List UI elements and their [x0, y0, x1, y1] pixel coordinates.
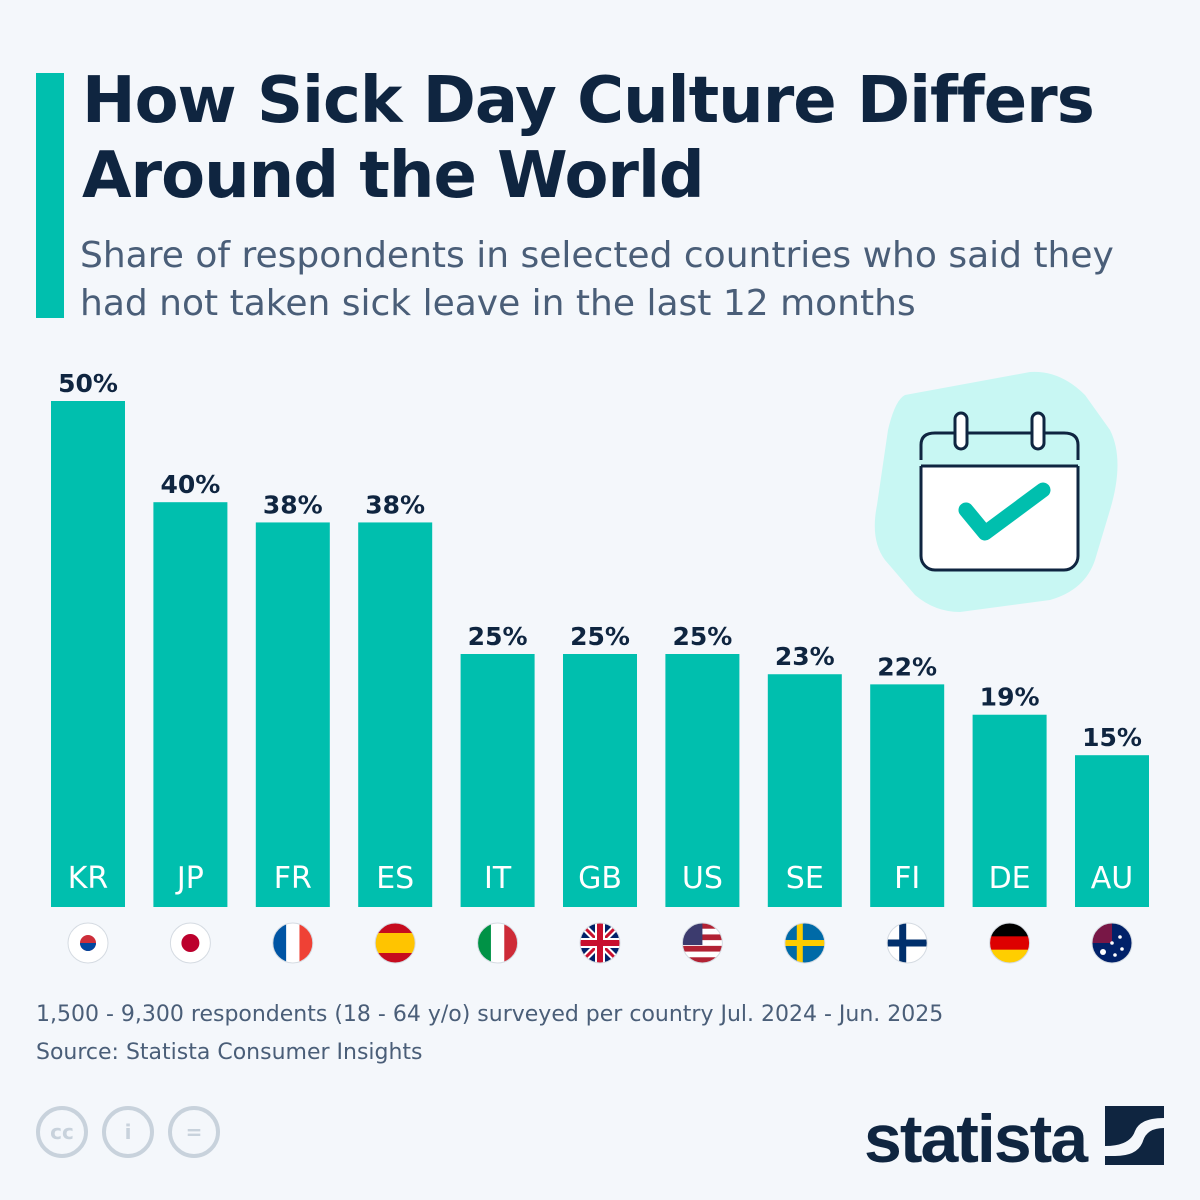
- flag-de-icon: [989, 922, 1031, 964]
- accent-bar: [36, 73, 64, 318]
- bar-KR: [51, 401, 125, 907]
- data-label: 15%: [1082, 723, 1142, 752]
- category-label: GB: [578, 861, 622, 896]
- survey-note: 1,500 - 9,300 respondents (18 - 64 y/o) …: [36, 1002, 944, 1027]
- bar-SE: [767, 674, 842, 907]
- flag-gb-icon: [579, 922, 621, 964]
- data-label: 22%: [877, 652, 937, 681]
- category-label: FR: [274, 861, 312, 896]
- flag-fi-icon: [886, 922, 928, 964]
- flag-kr-icon: [67, 922, 109, 964]
- category-label: ES: [376, 861, 414, 896]
- category-label: DE: [989, 861, 1031, 896]
- data-label: 19%: [980, 683, 1040, 712]
- flag-it-icon: [477, 922, 519, 964]
- data-label: 38%: [365, 490, 425, 519]
- category-label: IT: [484, 861, 512, 896]
- bar-US: [665, 654, 740, 907]
- bar-JP: [153, 502, 228, 907]
- bar-GB: [563, 654, 637, 907]
- cc-icon[interactable]: cc: [36, 1106, 88, 1158]
- bar-IT: [460, 654, 535, 907]
- statista-logo[interactable]: statista: [864, 1101, 1088, 1177]
- bar-DE: [972, 714, 1047, 907]
- data-label: 25%: [570, 622, 630, 651]
- category-label: JP: [175, 861, 204, 896]
- bar-FR: [255, 522, 330, 907]
- subtitle: Share of respondents in selected countri…: [80, 235, 1114, 324]
- data-label: 40%: [160, 470, 220, 499]
- data-label: 25%: [672, 622, 732, 651]
- flag-jp-icon: [169, 922, 211, 964]
- category-label: US: [682, 861, 723, 896]
- category-label: FI: [894, 861, 920, 896]
- flag-se-icon: [784, 922, 826, 964]
- flag-au-icon: [1091, 922, 1133, 964]
- flag-us-icon: [681, 922, 723, 964]
- page-title: How Sick Day Culture Differs Around the …: [82, 64, 1095, 213]
- data-label: 38%: [263, 490, 323, 519]
- data-label: 23%: [775, 642, 835, 671]
- data-label: 50%: [58, 369, 118, 398]
- calendar-check-icon: [874, 371, 1118, 612]
- statista-logo-mark: [1105, 1106, 1164, 1165]
- bar-AU: [1075, 755, 1149, 907]
- bar-chart: 50% KR 40% JP 38% FR 38% ES 25% IT 25% GB 25% US 23% SE…: [51, 369, 1149, 964]
- flag-fr-icon: [272, 922, 314, 964]
- flag-es-icon: [374, 922, 416, 964]
- bar-FI: [870, 684, 945, 907]
- category-label: SE: [786, 861, 824, 896]
- category-label: AU: [1091, 861, 1133, 896]
- source: Source: Statista Consumer Insights: [36, 1040, 423, 1065]
- data-label: 25%: [468, 622, 528, 651]
- category-label: KR: [68, 861, 109, 896]
- attribution-icon[interactable]: i: [102, 1106, 154, 1158]
- license-icons[interactable]: cc i =: [36, 1106, 220, 1158]
- bar-ES: [358, 522, 433, 907]
- no-derivatives-icon[interactable]: =: [168, 1106, 220, 1158]
